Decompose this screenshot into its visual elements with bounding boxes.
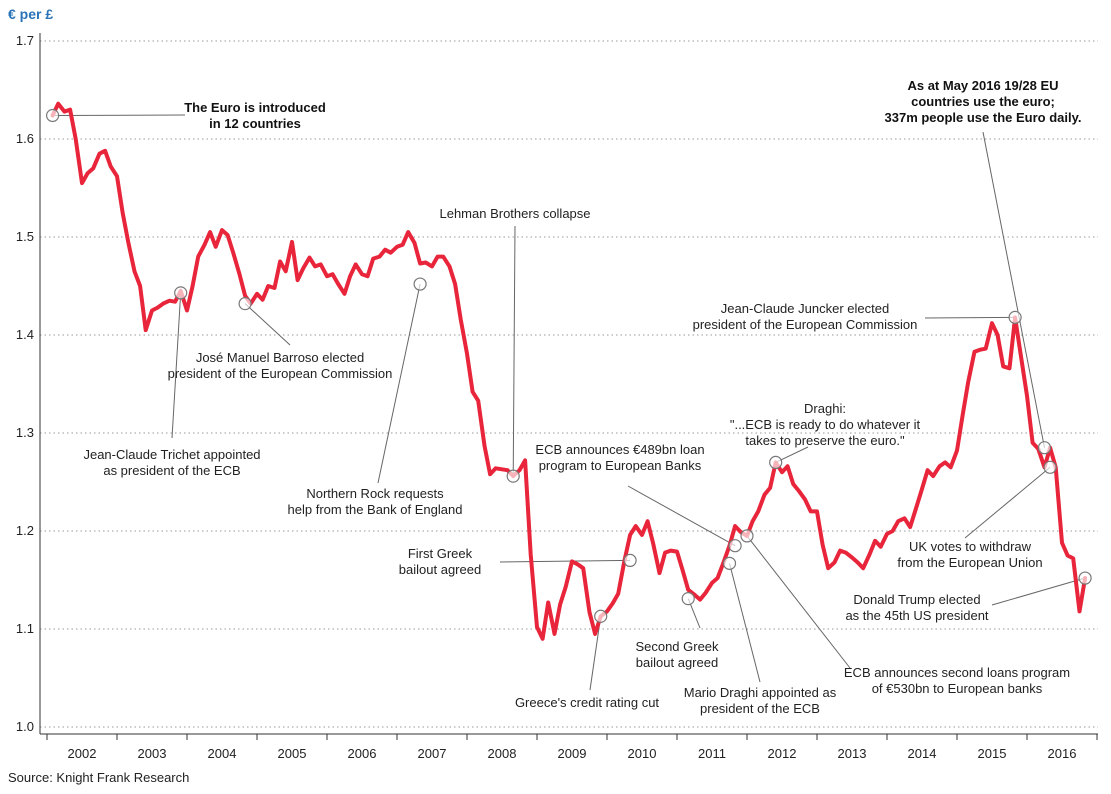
- annotation-label: ECB announces second loans program of €53…: [844, 665, 1070, 696]
- annotation-marker: [1078, 571, 1092, 585]
- annotation-leader: [499, 559, 631, 563]
- annotation-marker: [722, 556, 737, 570]
- x-tick-label: 2013: [838, 746, 867, 761]
- annotation-leader: [964, 466, 1051, 539]
- y-tick-label: 1.3: [16, 425, 34, 440]
- annotation-leader: [627, 485, 736, 547]
- y-tick-label: 1.4: [16, 327, 34, 342]
- annotation-marker: [681, 592, 695, 606]
- x-tick-label: 2011: [698, 746, 726, 761]
- annotation-label: Northern Rock requests help from the Bank…: [288, 486, 463, 517]
- annotation-marker: [623, 553, 637, 568]
- annotation-markers: [45, 108, 1092, 623]
- annotation-labels: The Euro is introduced in 12 countries Jos…: [83, 78, 1081, 716]
- x-tick-label: 2014: [908, 746, 937, 761]
- y-tick-labels: 1.0 1.1 1.2 1.3 1.4 1.5 1.6 1.7: [16, 33, 34, 734]
- annotation-label: Second Greek bailout agreed: [635, 639, 719, 670]
- x-tick-label: 2003: [138, 746, 167, 761]
- annotation-label: ECB announces €489bn loan program to Euro…: [535, 442, 704, 473]
- x-tick-label: 2005: [278, 746, 307, 761]
- annotation-label: Mario Draghi appointed as president of th…: [684, 685, 837, 716]
- annotation-marker: [769, 455, 783, 469]
- annotation-marker: [45, 108, 60, 123]
- y-tick-label: 1.6: [16, 131, 34, 146]
- annotation-label: José Manuel Barroso elected president of …: [168, 350, 393, 381]
- annotation-marker: [413, 277, 427, 291]
- annotation-marker: [728, 539, 742, 553]
- annotation-marker: [740, 529, 754, 543]
- annotation-marker: [1037, 441, 1052, 455]
- annotation-marker: [1008, 310, 1022, 324]
- annotation-leader: [171, 292, 182, 439]
- annotation-leader: [924, 316, 1016, 319]
- annotation-label: Greece's credit rating cut: [515, 695, 659, 710]
- x-tick-label: 2012: [768, 746, 797, 761]
- annotation-marker: [174, 286, 188, 300]
- x-tick-label: 2015: [978, 746, 1007, 761]
- x-tick-label: 2006: [348, 746, 377, 761]
- annotation-marker: [1043, 460, 1057, 474]
- x-axis: 2002 2003 2004 2005 2006 2007 2008 2009 2010 2011…: [39, 33, 1098, 761]
- annotation-label: Donald Trump elected as the 45th US presi…: [845, 592, 988, 623]
- annotation-label: As at May 2016 19/28 EU countries use the…: [885, 78, 1082, 125]
- series-group: [50, 101, 1088, 641]
- annotation-leader: [982, 131, 1045, 448]
- annotation-leader: [512, 225, 516, 477]
- y-tick-label: 1.1: [16, 621, 34, 636]
- annotation-leader: [991, 577, 1086, 606]
- x-tick-label: 2008: [488, 746, 517, 761]
- source-note: Source: Knight Frank Research: [8, 770, 190, 785]
- x-tick-label: 2010: [628, 746, 657, 761]
- y-tick-label: 1.0: [16, 719, 34, 734]
- y-tick-label: 1.7: [16, 33, 34, 48]
- y-axis-label: € per £: [8, 6, 54, 22]
- annotation-leader: [729, 563, 761, 683]
- y-tick-label: 1.2: [16, 523, 34, 538]
- annotation-label: Lehman Brothers collapse: [439, 206, 590, 221]
- annotation-label: The Euro is introduced in 12 countries: [184, 100, 326, 131]
- x-tick-label: 2002: [68, 746, 97, 761]
- annotation-label: Draghi: "...ECB is ready to do whatever i…: [730, 401, 921, 448]
- annotation-marker: [238, 297, 252, 311]
- x-tick-label: 2009: [558, 746, 587, 761]
- annotation-label: Jean-Claude Trichet appointed as presiden…: [83, 447, 260, 478]
- annotation-leader: [377, 283, 421, 484]
- y-tick-label: 1.5: [16, 229, 34, 244]
- annotation-marker: [506, 469, 520, 483]
- x-tick-label: 2004: [208, 746, 237, 761]
- annotation-leader: [244, 303, 291, 346]
- annotation-label: Jean-Claude Juncker elected president of …: [693, 301, 918, 332]
- annotation-label: UK votes to withdraw from the European Un…: [897, 539, 1042, 570]
- x-tick-label: 2007: [418, 746, 447, 761]
- annotation-leader: [589, 616, 602, 691]
- series-line: [50, 101, 1088, 641]
- annotation-marker: [594, 609, 608, 623]
- x-tick-label: 2016: [1048, 746, 1077, 761]
- annotation-label: First Greek bailout agreed: [399, 546, 481, 577]
- grid-lines: [40, 40, 1098, 728]
- annotation-leader: [746, 535, 851, 669]
